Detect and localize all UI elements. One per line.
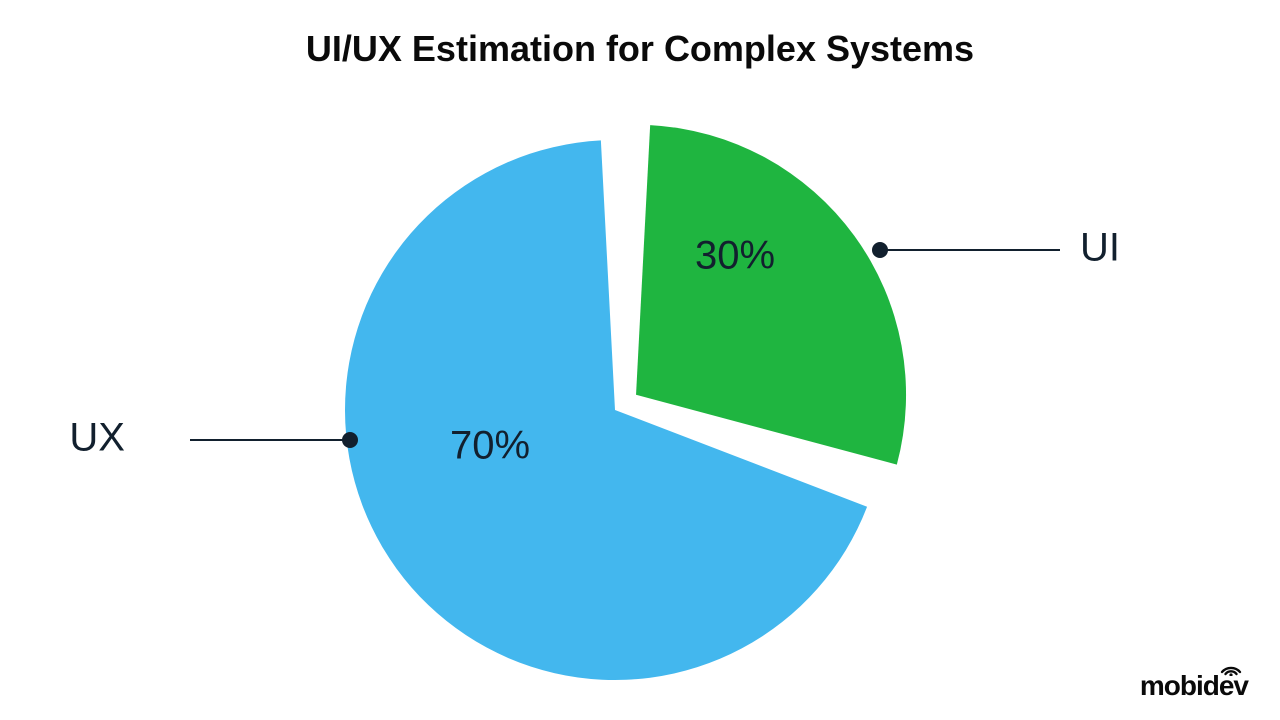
wifi-icon <box>1220 662 1242 676</box>
mobidev-logo: mobidev <box>1140 670 1248 702</box>
pie-chart: UI UX 30% 70% <box>0 0 1280 720</box>
callout-label-ui: UI <box>1080 226 1120 270</box>
pie-slice-ui <box>636 125 906 465</box>
slice-value-ui: 30% <box>695 234 775 278</box>
callout-label-ux: UX <box>69 416 125 460</box>
slice-value-ux: 70% <box>450 424 530 468</box>
pie-slices <box>345 125 906 680</box>
